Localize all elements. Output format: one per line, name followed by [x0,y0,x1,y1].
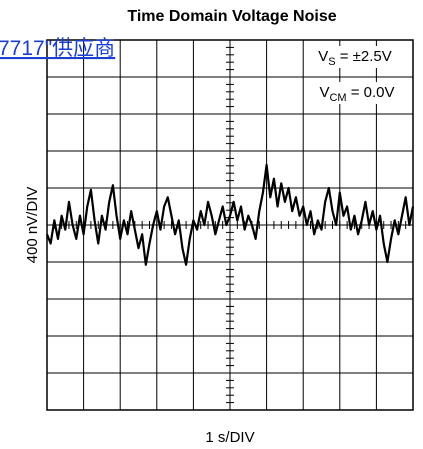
annotation: VS = ±2.5V [318,48,392,68]
annotation-background [305,46,407,68]
annotation: VCM = 0.0V [319,84,394,104]
plot-frame [46,39,414,411]
overlay-link[interactable]: 7717"供应商 [0,37,115,60]
annotation-subscript: CM [329,92,346,104]
annotation-part: V [319,84,329,101]
annotation-subscript: S [328,56,335,68]
chart-title: Time Domain Voltage Noise [127,8,336,25]
y-axis-label: 400 nV/DIV [24,187,41,264]
annotation-part: = ±2.5V [336,48,392,65]
x-axis-label: 1 s/DIV [205,429,254,446]
annotation-part: = 0.0V [347,84,395,101]
noise-trace [45,163,415,266]
annotation-part: V [318,48,328,65]
annotation-background [307,82,409,104]
